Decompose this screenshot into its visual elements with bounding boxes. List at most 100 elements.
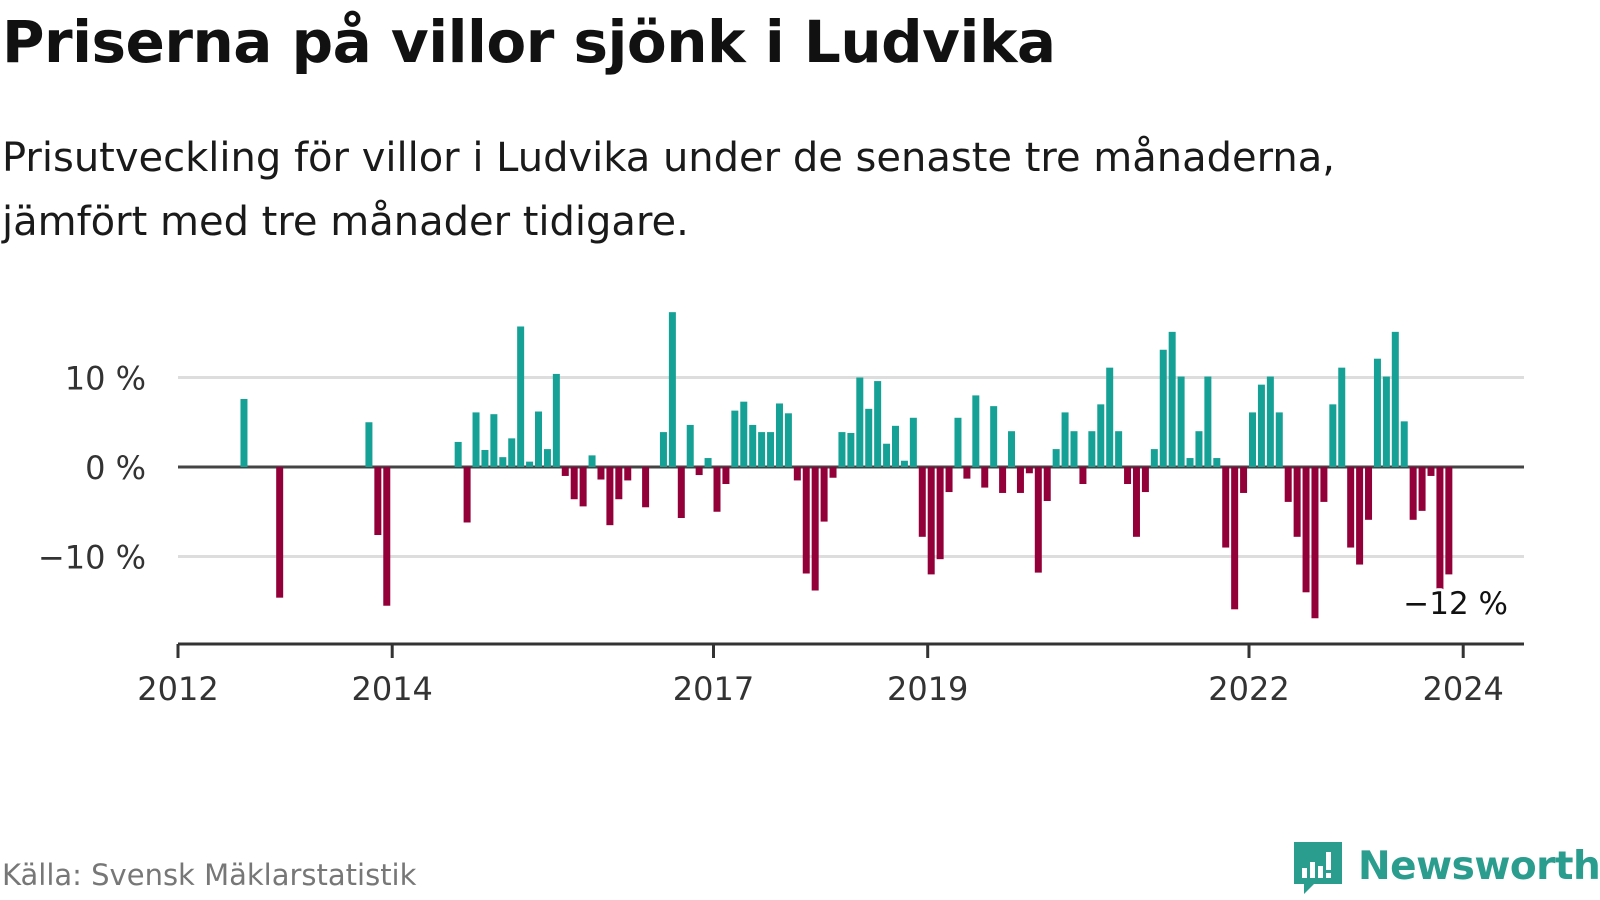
- chart-title: Priserna på villor sjönk i Ludvika: [2, 8, 1056, 76]
- bar: [1186, 458, 1194, 467]
- brand-name: Newsworthy: [1358, 844, 1600, 889]
- bar: [945, 467, 953, 493]
- bar: [1132, 467, 1140, 537]
- bar: [668, 312, 676, 467]
- bar: [811, 467, 819, 591]
- bar: [1257, 384, 1265, 467]
- bar: [767, 432, 775, 467]
- bar: [1088, 431, 1096, 467]
- x-tick-label: 2014: [351, 670, 432, 708]
- bar: [1418, 467, 1426, 511]
- bar: [1141, 467, 1149, 493]
- bar: [1293, 467, 1301, 537]
- bar: [820, 467, 828, 522]
- bar: [1365, 467, 1373, 520]
- bar: [874, 381, 882, 467]
- bar: [526, 461, 534, 467]
- bar: [981, 467, 989, 488]
- bar: [775, 403, 783, 467]
- bar: [642, 467, 650, 508]
- bar: [508, 438, 516, 467]
- bar: [695, 467, 703, 476]
- bar: [1168, 331, 1176, 467]
- bar: [963, 467, 971, 479]
- newsworthy-logo-icon: [1294, 842, 1342, 894]
- x-tick-label: 2022: [1208, 670, 1289, 708]
- bar: [490, 414, 498, 467]
- bar: [758, 432, 766, 467]
- bar: [731, 410, 739, 467]
- bar: [686, 424, 694, 467]
- bar: [463, 467, 471, 523]
- bar-chart: 10 % 0 % −10 % 2012 2014 2017 2019 2022 2024 −1…: [38, 312, 1524, 708]
- bar: [1320, 467, 1328, 502]
- annotation-label: −12 %: [1403, 586, 1508, 622]
- bar: [624, 467, 632, 481]
- y-tick-label: 0 %: [85, 449, 146, 487]
- bar: [659, 432, 667, 467]
- bar: [570, 467, 578, 500]
- bar: [561, 467, 569, 476]
- annotation: −12 %: [1400, 583, 1511, 625]
- chart-subtitle: Prisutveckling för villor i Ludvika unde…: [2, 135, 1335, 245]
- bar: [1079, 467, 1087, 485]
- bar: [481, 449, 489, 467]
- bar: [999, 467, 1007, 493]
- bar: [1213, 458, 1221, 467]
- y-tick-label: −10 %: [38, 539, 146, 577]
- bar: [1124, 467, 1132, 485]
- bar: [597, 467, 605, 480]
- bar: [927, 467, 935, 575]
- bar: [936, 467, 944, 560]
- bar: [1391, 331, 1399, 467]
- bar: [1382, 376, 1390, 467]
- bar: [1373, 358, 1381, 467]
- bar: [1070, 431, 1078, 467]
- bar: [1427, 467, 1435, 476]
- bar: [1204, 376, 1212, 467]
- bar: [588, 455, 596, 467]
- bar: [606, 467, 614, 526]
- bar: [1284, 467, 1292, 502]
- bar: [1347, 467, 1355, 548]
- bar: [472, 412, 480, 467]
- bar: [535, 411, 542, 467]
- bar: [749, 424, 757, 467]
- bar: [847, 432, 855, 467]
- bar: [954, 417, 962, 467]
- bar: [1311, 467, 1319, 619]
- bar: [1061, 412, 1069, 467]
- bar: [802, 467, 810, 574]
- bar: [1329, 404, 1337, 467]
- bar: [1231, 467, 1239, 610]
- bar: [1302, 467, 1310, 593]
- bar: [1338, 367, 1346, 467]
- bar: [383, 467, 391, 606]
- y-axis-ticks: 10 % 0 % −10 %: [38, 360, 146, 577]
- bar: [615, 467, 623, 500]
- bar: [1034, 467, 1042, 573]
- source-note: Källa: Svensk Mäklarstatistik: [2, 858, 417, 892]
- bar: [918, 467, 926, 537]
- bar: [704, 458, 712, 467]
- bar: [990, 406, 998, 467]
- bar: [552, 373, 560, 467]
- bar: [1177, 376, 1185, 467]
- bar: [1409, 467, 1417, 520]
- bar: [543, 449, 551, 467]
- bar: [838, 432, 846, 467]
- bar: [1356, 467, 1364, 565]
- bar: [713, 467, 721, 512]
- bar: [1097, 404, 1105, 467]
- bar: [900, 460, 908, 467]
- x-axis: 2012 2014 2017 2019 2022 2024: [137, 642, 1524, 708]
- bar: [856, 377, 864, 467]
- bar: [579, 467, 587, 507]
- bar: [740, 401, 748, 467]
- bar: [909, 417, 917, 467]
- bar: [276, 467, 284, 598]
- x-tick-label: 2017: [673, 670, 754, 708]
- bar: [1400, 421, 1408, 467]
- bar: [240, 398, 248, 467]
- bar: [1195, 431, 1203, 467]
